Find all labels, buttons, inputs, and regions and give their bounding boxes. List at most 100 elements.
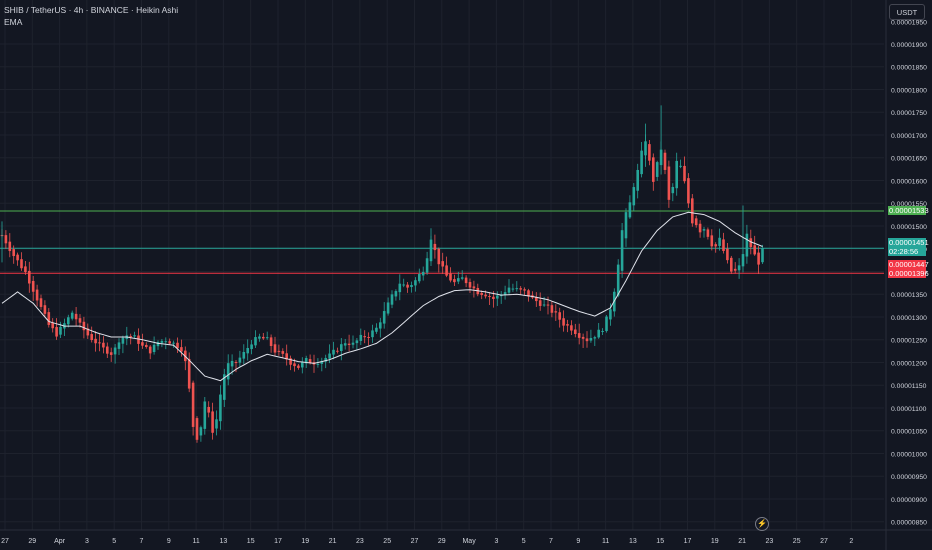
candle-body: [28, 270, 31, 284]
candle-body: [535, 297, 538, 302]
candle-body: [4, 235, 8, 244]
symbol-title[interactable]: SHIB / TetherUS · 4h · BINANCE · Heikin …: [4, 5, 179, 15]
candle-body: [324, 357, 327, 362]
bull-candle: [67, 314, 70, 328]
bear-candle: [20, 252, 23, 271]
candle-body: [523, 289, 526, 291]
candle-body: [47, 312, 51, 325]
candle-body: [546, 304, 550, 306]
currency-button[interactable]: USDT: [889, 4, 925, 20]
candle-body: [234, 362, 238, 364]
x-tick-label: 27: [820, 538, 828, 545]
bear-candle: [195, 416, 199, 443]
candle-body: [293, 363, 296, 367]
candle-body: [78, 318, 82, 323]
bear-candle: [336, 347, 339, 354]
bear-candle: [523, 287, 526, 296]
bear-candle: [488, 292, 491, 306]
candle-body: [277, 350, 281, 352]
bear-candle: [538, 292, 542, 311]
bear-candle: [667, 160, 671, 208]
candle-body: [488, 295, 491, 297]
candle-body: [683, 165, 686, 182]
candle-body: [507, 287, 511, 293]
candle-body: [289, 358, 292, 365]
candle-body: [449, 273, 452, 281]
bear-candle: [519, 286, 522, 295]
candle-body: [636, 169, 639, 191]
bull-candle: [379, 317, 382, 338]
candle-body: [675, 160, 678, 189]
candle-body: [538, 300, 542, 306]
candles: [0, 105, 764, 443]
candle-body: [663, 152, 667, 170]
bull-candle: [164, 337, 168, 350]
candle-body: [336, 350, 339, 352]
candle-body: [246, 347, 249, 354]
candle-body: [250, 344, 253, 350]
bull-candle: [172, 340, 175, 348]
candle-body: [20, 259, 23, 269]
bull-candle: [597, 323, 600, 339]
bear-candle: [47, 308, 51, 328]
bear-candle: [289, 355, 292, 371]
bear-candle: [180, 339, 183, 357]
y-tick-label: 0.00001700: [891, 133, 927, 140]
candle-body: [437, 248, 441, 265]
x-tick-label: 17: [274, 538, 282, 545]
bear-candle: [363, 330, 366, 344]
bull-candle: [121, 335, 125, 354]
bear-candle: [168, 338, 171, 345]
candle-body: [371, 330, 374, 338]
candle-body: [640, 150, 643, 175]
grid: [0, 0, 884, 530]
y-tick-label: 0.00001350: [891, 292, 927, 299]
bull-candle: [702, 226, 706, 238]
candle-body: [570, 325, 573, 331]
bear-candle: [753, 235, 756, 256]
bull-candle: [410, 281, 413, 293]
bull-candle: [242, 344, 246, 365]
bear-candle: [527, 288, 530, 302]
x-tick-label: May: [462, 538, 476, 545]
bear-candle: [698, 220, 702, 238]
x-tick-label: 5: [112, 538, 116, 545]
candle-body: [620, 230, 624, 271]
candle-body: [726, 248, 729, 261]
candle-body: [223, 374, 226, 400]
bear-candle: [574, 323, 577, 338]
bear-candle: [687, 173, 690, 208]
bull-candle: [418, 268, 421, 284]
candle-body: [199, 427, 203, 436]
candle-body: [453, 279, 456, 283]
bull-candle: [343, 338, 347, 350]
candle-body: [421, 271, 425, 276]
bull-candle: [199, 425, 203, 442]
candle-body: [203, 401, 207, 429]
candle-body: [511, 288, 515, 290]
bull-candle: [507, 279, 511, 295]
candle-body: [195, 418, 199, 440]
candle-body: [601, 330, 604, 332]
bull-candle: [616, 259, 620, 298]
lightning-icon[interactable]: ⚡: [755, 517, 769, 531]
x-tick-label: 11: [192, 538, 199, 545]
candle-body: [527, 290, 530, 297]
bear-candle: [78, 314, 82, 328]
candle-body: [160, 340, 164, 343]
candle-body: [141, 342, 144, 346]
bear-candle: [550, 301, 554, 318]
bear-candle: [137, 328, 140, 351]
candle-body: [230, 360, 234, 367]
ema-indicator-label[interactable]: EMA: [4, 17, 23, 27]
bear-candle: [8, 233, 12, 258]
bull-candle: [390, 290, 394, 309]
bear-candle: [176, 337, 179, 353]
candle-body: [515, 288, 519, 290]
candle-body: [671, 186, 675, 194]
candle-body: [418, 274, 421, 282]
bull-candle: [605, 315, 608, 333]
candle-body: [328, 353, 331, 359]
candle-body: [137, 335, 140, 344]
